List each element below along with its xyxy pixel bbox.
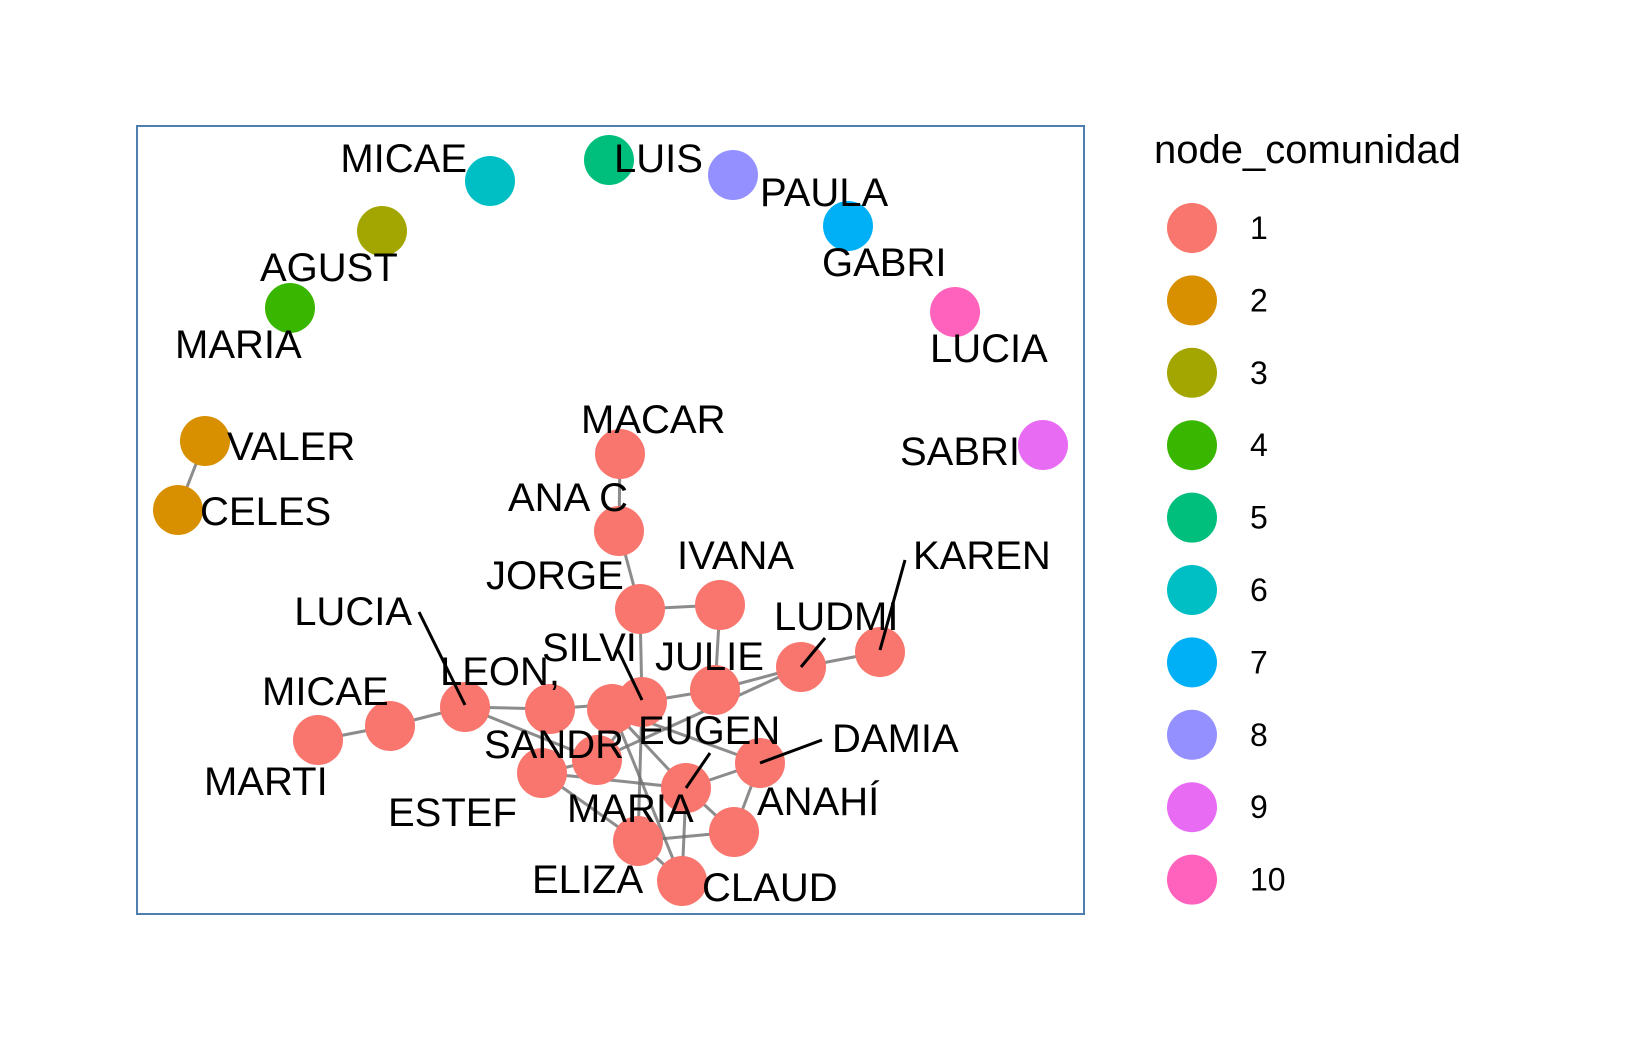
node-label-marti: MARTI <box>204 760 328 804</box>
node-label-ivana: IVANA <box>677 534 794 578</box>
node-label-maria: MARIA <box>567 787 694 831</box>
node-lucia_top <box>930 287 980 337</box>
node-jorge <box>615 584 665 634</box>
legend-key-7 <box>1167 637 1217 688</box>
node-marti <box>293 715 343 765</box>
node-leon <box>525 684 575 734</box>
legend-key-3 <box>1167 347 1217 398</box>
label-leader-damia <box>759 738 823 765</box>
node-label-estef: ESTEF <box>388 791 517 835</box>
node-label-eugen: EUGEN <box>638 709 780 753</box>
label-leader-karen <box>878 559 907 651</box>
node-micae <box>365 701 415 751</box>
node-paula <box>708 150 758 200</box>
node-micae_top <box>465 156 515 206</box>
node-label-anahi: ANAHÍ <box>757 779 880 824</box>
legend-label-1: 1 <box>1250 210 1268 246</box>
node-label-gabri: GABRI <box>822 241 946 285</box>
node-label-micae: MICAE <box>262 670 389 714</box>
edge-sandr-ludmi <box>596 665 802 762</box>
node-valer <box>180 416 230 466</box>
panel-border <box>136 125 1085 915</box>
legend-items: 1 2 3 4 5 6 7 8 9 10 <box>1167 203 1286 905</box>
node-label-lucia: LUCIA <box>294 590 412 634</box>
label-leaders-layer <box>417 559 907 789</box>
legend-label-4: 4 <box>1250 427 1268 463</box>
node-label-paula: PAULA <box>760 171 889 215</box>
legend-title: node_comunidad <box>1154 128 1461 172</box>
node-label-agust: AGUST <box>260 246 398 290</box>
node-label-sabri: SABRI <box>900 430 1020 474</box>
node-gabri <box>823 201 873 251</box>
node-claud <box>657 856 707 906</box>
legend-label-10: 10 <box>1250 862 1286 898</box>
legend-label-5: 5 <box>1250 500 1268 536</box>
node-label-julie: JULIE <box>655 635 764 679</box>
legend-key-2 <box>1167 275 1217 326</box>
legend-key-1 <box>1167 203 1217 253</box>
label-leader-silvi <box>616 649 644 701</box>
legend-label-6: 6 <box>1250 572 1268 608</box>
node-label-lucia_top: LUCIA <box>930 327 1048 371</box>
node-maria_top <box>265 283 315 333</box>
label-leader-ludmi <box>799 637 827 668</box>
legend-key-8 <box>1167 709 1217 760</box>
node-karen <box>855 627 905 677</box>
node-label-karen: KAREN <box>913 534 1051 578</box>
legend-label-2: 2 <box>1250 282 1268 318</box>
node-lucia <box>440 682 490 732</box>
legend: node_comunidad 1 2 3 4 5 6 7 8 9 10 <box>1154 128 1461 905</box>
label-leader-eugen <box>684 752 712 789</box>
legend-key-6 <box>1167 565 1217 615</box>
legend-label-3: 3 <box>1250 355 1268 391</box>
node-celes <box>153 485 203 535</box>
node-label-valer: VALER <box>227 425 355 469</box>
node-label-damia: DAMIA <box>832 717 959 761</box>
node-estef <box>517 748 567 798</box>
node-anac <box>594 506 644 556</box>
node-label-anac: ANA C <box>508 476 628 520</box>
node-ivana <box>695 580 745 630</box>
legend-label-7: 7 <box>1250 644 1268 680</box>
node-label-maria_top: MARIA <box>175 323 302 367</box>
node-label-ludmi: LUDMI <box>774 595 898 639</box>
node-label-leon: LEON, <box>440 650 560 694</box>
label-leader-lucia <box>417 611 467 706</box>
node-label-claud: CLAUD <box>702 866 838 910</box>
node-label-silvi: SILVI <box>542 626 637 670</box>
legend-label-9: 9 <box>1250 789 1268 825</box>
node-label-celes: CELES <box>200 490 331 534</box>
legend-key-4 <box>1167 420 1217 471</box>
node-label-jorge: JORGE <box>486 554 624 598</box>
node-macar <box>595 429 645 479</box>
node-label-luis: LUIS <box>614 137 703 181</box>
labels-layer: MICAE LUIS PAULA AGUST GABRI MARIA LUCIA VALER C… <box>175 137 1051 910</box>
legend-key-10 <box>1167 854 1217 905</box>
legend-label-8: 8 <box>1250 717 1268 753</box>
node-sandr <box>572 735 622 785</box>
node-label-micae_top: MICAE <box>340 137 467 181</box>
node-eliza <box>613 816 663 866</box>
node-agust <box>357 206 407 256</box>
node-label-sandr: SANDR <box>484 723 624 767</box>
node-eugen <box>587 684 637 734</box>
legend-key-5 <box>1167 492 1217 543</box>
nodes-layer <box>153 135 1068 906</box>
node-anahi <box>709 807 759 857</box>
edge-eugen-claud <box>610 708 684 882</box>
node-julie <box>690 665 740 715</box>
node-label-eliza: ELIZA <box>532 858 643 902</box>
node-luis <box>584 135 634 185</box>
node-label-macar: MACAR <box>581 398 725 442</box>
node-sabri <box>1018 420 1068 470</box>
legend-key-9 <box>1167 782 1217 833</box>
